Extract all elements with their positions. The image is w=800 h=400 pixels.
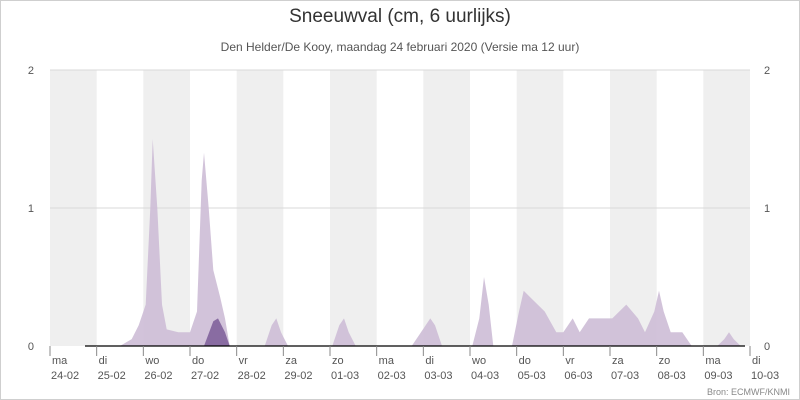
x-tick-date: 29-02 bbox=[284, 370, 312, 382]
x-tick-day: zo bbox=[332, 355, 344, 367]
y-tick-label-right: 0 bbox=[764, 341, 770, 353]
x-tick-date: 27-02 bbox=[191, 370, 219, 382]
x-tick-day: vr bbox=[565, 355, 575, 367]
x-tick-day: di bbox=[99, 355, 108, 367]
y-tick-label: 2 bbox=[28, 65, 34, 77]
x-tick-date: 03-03 bbox=[424, 370, 452, 382]
x-tick-date: 10-03 bbox=[751, 370, 779, 382]
source-credit: Bron: ECMWF/KNMI bbox=[706, 387, 790, 397]
x-tick-date: 07-03 bbox=[611, 370, 639, 382]
x-tick-day: wo bbox=[144, 355, 159, 367]
x-tick-date: 05-03 bbox=[518, 370, 546, 382]
x-tick-day: za bbox=[612, 355, 625, 367]
gridlines bbox=[50, 69, 750, 209]
x-tick-date: 08-03 bbox=[658, 370, 686, 382]
chart-subtitle: Den Helder/De Kooy, maandag 24 februari … bbox=[220, 40, 580, 54]
x-tick-date: 06-03 bbox=[564, 370, 592, 382]
axis-labels: 0 0 1 1 2 2 ma 24-02 di 25-02 wo 26-02 do 27-02 vr 28-0… bbox=[28, 65, 779, 382]
x-tick-day: di bbox=[425, 355, 434, 367]
x-tick-day: zo bbox=[659, 355, 671, 367]
x-tick-date: 01-03 bbox=[331, 370, 359, 382]
x-tick-day: di bbox=[752, 355, 761, 367]
x-tick-day: do bbox=[192, 355, 204, 367]
x-tick-day: do bbox=[519, 355, 531, 367]
x-tick-date: 09-03 bbox=[704, 370, 732, 382]
y-tick-label: 0 bbox=[28, 341, 34, 353]
x-tick-date: 26-02 bbox=[144, 370, 172, 382]
x-tick-date: 02-03 bbox=[378, 370, 406, 382]
x-tick-day: ma bbox=[705, 355, 721, 367]
x-tick-date: 24-02 bbox=[51, 370, 79, 382]
x-tick-day: za bbox=[285, 355, 298, 367]
x-tick-day: wo bbox=[471, 355, 486, 367]
x-tick-day: ma bbox=[52, 355, 68, 367]
y-tick-label-right: 2 bbox=[764, 65, 770, 77]
chart-title: Sneeuwval (cm, 6 uurlijks) bbox=[289, 6, 511, 27]
x-tick-date: 04-03 bbox=[471, 370, 499, 382]
x-tick-day: vr bbox=[239, 355, 249, 367]
axes bbox=[49, 345, 751, 356]
x-tick-date: 25-02 bbox=[98, 370, 126, 382]
x-tick-date: 28-02 bbox=[238, 370, 266, 382]
y-tick-label-right: 1 bbox=[764, 203, 770, 215]
y-tick-label: 1 bbox=[28, 203, 34, 215]
x-tick-day: ma bbox=[379, 355, 395, 367]
